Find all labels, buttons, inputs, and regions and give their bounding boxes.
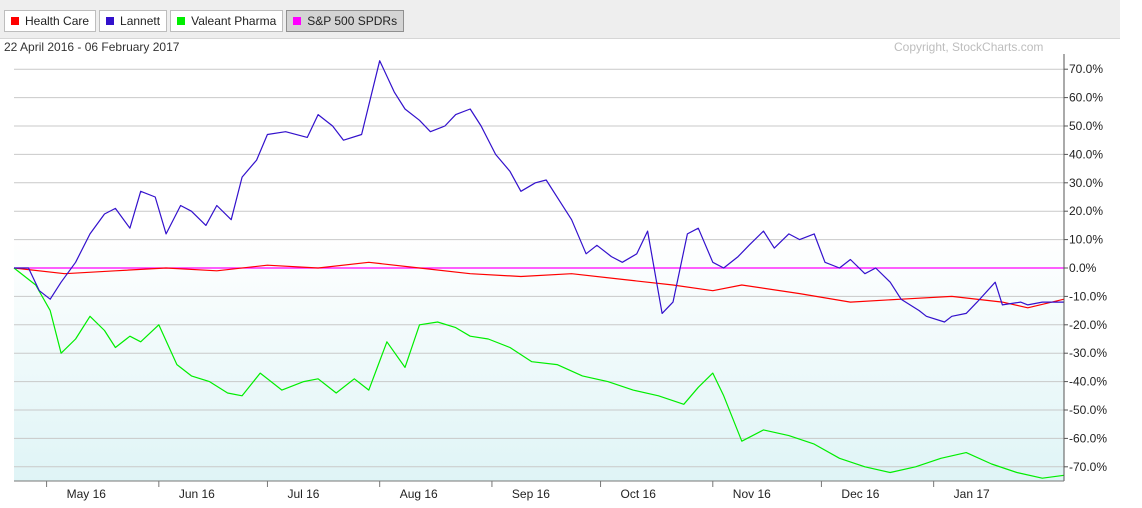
series-line-lannett bbox=[14, 60, 1064, 323]
legend-item-lannett[interactable]: Lannett bbox=[99, 10, 168, 32]
series-line-valeant-pharma bbox=[13, 267, 1065, 479]
copyright-text: Copyright, StockCharts.com bbox=[894, 40, 1044, 54]
series-line-health-care bbox=[13, 261, 1065, 309]
legend-item-health-care[interactable]: Health Care bbox=[4, 10, 97, 32]
x-tick-label: May 16 bbox=[67, 487, 107, 501]
legend-swatch-health-care bbox=[11, 17, 19, 25]
date-range: 22 April 2016 - 06 February 2017 bbox=[4, 40, 180, 54]
y-tick-label: 0.0% bbox=[1069, 261, 1097, 275]
x-tick-label: Nov 16 bbox=[733, 487, 771, 501]
legend-item-valeant-pharma[interactable]: Valeant Pharma bbox=[170, 10, 284, 32]
legend: Health Care Lannett Valeant Pharma S&P 5… bbox=[4, 10, 405, 32]
x-axis-labels: May 16 Jun 16 Jul 16 Aug 16 Sep 16 Oct 16 Nov … bbox=[67, 487, 990, 501]
legend-swatch-lannett bbox=[106, 17, 115, 25]
x-tick-label: Jul 16 bbox=[287, 487, 319, 501]
legend-item-sp500-spdrs[interactable]: S&P 500 SPDRs bbox=[286, 10, 405, 32]
legend-swatch-sp500-spdrs bbox=[293, 17, 302, 25]
y-axis-labels: 70.0% 60.0% 50.0% 40.0% 30.0% 20.0% 10.0% 0.0% -… bbox=[1064, 62, 1107, 474]
legend-label-sp500-spdrs: S&P 500 SPDRs bbox=[307, 14, 398, 28]
legend-label-health-care: Health Care bbox=[25, 14, 90, 28]
y-tick-label: 20.0% bbox=[1069, 204, 1103, 218]
legend-label-lannett: Lannett bbox=[120, 14, 161, 28]
x-tick-label: Jun 16 bbox=[179, 487, 215, 501]
x-tick-label: Sep 16 bbox=[512, 487, 550, 501]
x-tick-marks bbox=[46, 481, 935, 487]
y-tick-label: -10.0% bbox=[1069, 289, 1107, 303]
y-tick-label: 40.0% bbox=[1069, 147, 1103, 161]
y-tick-label: -60.0% bbox=[1069, 431, 1107, 445]
x-tick-label: Aug 16 bbox=[400, 487, 438, 501]
x-tick-label: Dec 16 bbox=[841, 487, 879, 501]
y-tick-label: -70.0% bbox=[1069, 460, 1107, 474]
y-tick-label: 50.0% bbox=[1069, 119, 1103, 133]
y-tick-label: 30.0% bbox=[1069, 176, 1103, 190]
chart-toolbar: Health Care Lannett Valeant Pharma S&P 5… bbox=[0, 0, 1120, 39]
series-lines bbox=[13, 60, 1065, 479]
y-tick-label: -20.0% bbox=[1069, 318, 1107, 332]
y-tick-label: 70.0% bbox=[1069, 62, 1103, 76]
x-tick-label: Jan 17 bbox=[954, 487, 990, 501]
y-tick-label: 10.0% bbox=[1069, 233, 1103, 247]
x-tick-label: Oct 16 bbox=[621, 487, 657, 501]
y-tick-label: -40.0% bbox=[1069, 375, 1107, 389]
legend-label-valeant-pharma: Valeant Pharma bbox=[191, 14, 277, 28]
y-tick-label: 60.0% bbox=[1069, 91, 1103, 105]
y-tick-label: -30.0% bbox=[1069, 346, 1107, 360]
y-tick-label: -50.0% bbox=[1069, 403, 1107, 417]
legend-swatch-valeant-pharma bbox=[177, 17, 186, 25]
